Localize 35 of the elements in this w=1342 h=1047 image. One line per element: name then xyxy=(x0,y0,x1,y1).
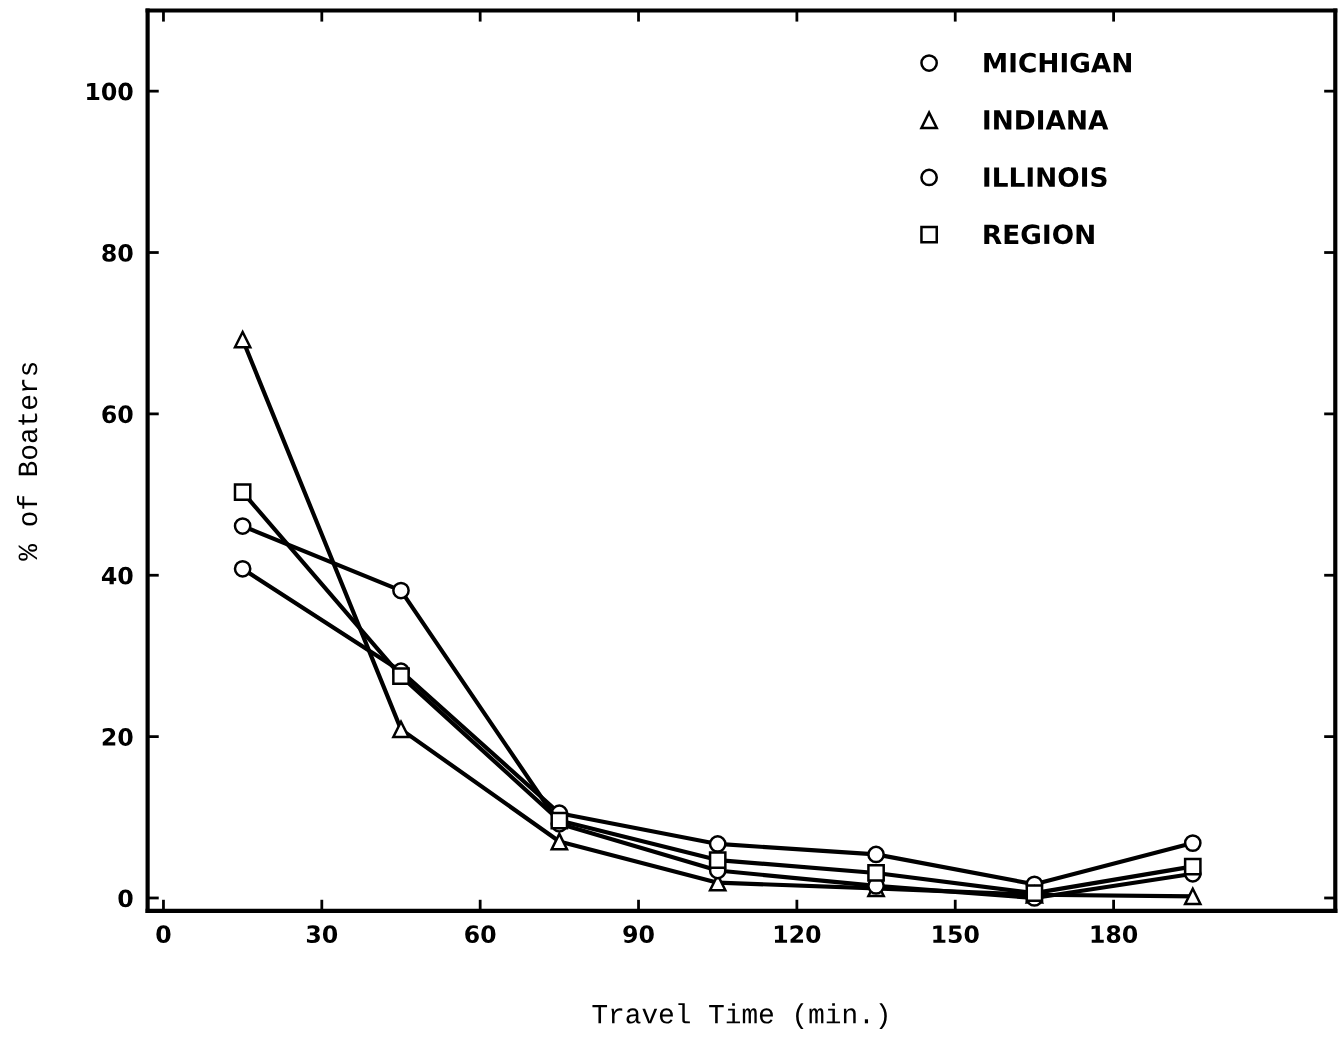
y-tick-label: 40 xyxy=(101,566,133,585)
x-tick-label: 90 xyxy=(623,925,654,944)
x-tick-label: 120 xyxy=(774,925,821,944)
legend-label: ILLINOIS xyxy=(984,167,1107,188)
x-tick-label: 150 xyxy=(933,925,979,944)
point xyxy=(233,517,252,535)
x-tick-label: 180 xyxy=(1091,925,1138,944)
point xyxy=(233,483,252,502)
point xyxy=(1025,884,1044,903)
x-tick-label: 30 xyxy=(306,925,338,944)
point xyxy=(708,851,727,869)
point xyxy=(392,720,410,739)
point xyxy=(233,559,252,578)
y-tick-label: 60 xyxy=(102,405,133,424)
point xyxy=(233,330,252,349)
x-axis-title: Travel Time (min.) xyxy=(592,1003,887,1030)
x-tick-label: 60 xyxy=(465,925,496,944)
legend-label: MICHIGAN xyxy=(984,52,1131,73)
y-tick-label: 0 xyxy=(118,889,133,908)
point xyxy=(550,832,569,851)
x-tick-label: 0 xyxy=(156,925,171,944)
point xyxy=(708,835,727,853)
point xyxy=(392,581,410,600)
legend-label: INDIANA xyxy=(984,110,1109,130)
point xyxy=(1183,887,1202,906)
point xyxy=(1183,857,1202,876)
point xyxy=(1183,834,1202,853)
point xyxy=(392,667,410,685)
y-axis-title: % of Boaters xyxy=(16,362,38,561)
y-tick-label: 80 xyxy=(102,243,133,262)
point xyxy=(867,864,885,882)
y-tick-label: 100 xyxy=(87,82,133,101)
point xyxy=(867,845,885,864)
y-tick-label: 20 xyxy=(102,728,133,746)
legend-label: REGION xyxy=(984,224,1094,245)
